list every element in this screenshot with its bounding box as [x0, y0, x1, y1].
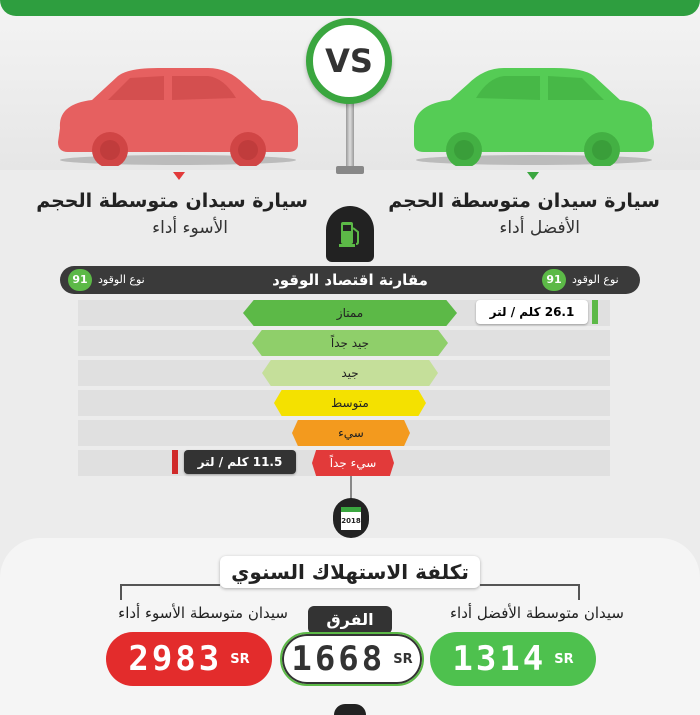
- fuel-pump-badge: [326, 206, 374, 262]
- difference-cost-display: 1668 SR: [280, 632, 424, 686]
- worst-car-subtitle: الأسوء أداء: [152, 218, 228, 238]
- octane-badge-right: 91: [542, 269, 566, 291]
- next-section-badge: [334, 704, 366, 715]
- vs-badge: VS: [306, 18, 392, 104]
- annual-cost-title: تكلفة الاستهلاك السنوي: [220, 556, 480, 588]
- fuel-economy-title: مقارنة اقتصاد الوقود: [272, 271, 428, 289]
- best-cost-value: 1314: [452, 639, 547, 679]
- rating-average: متوسط: [274, 390, 426, 416]
- best-cost-display: 1314 SR: [430, 632, 596, 686]
- worst-value-marker: [172, 450, 178, 474]
- octane-badge-left: 91: [68, 269, 92, 291]
- top-accent-band: [0, 0, 700, 16]
- best-fuel-economy-value: 26.1 كلم / لتر: [476, 300, 588, 324]
- rating-good: جيد: [262, 360, 438, 386]
- vs-sign-base: [336, 166, 364, 174]
- divider-line: [480, 584, 580, 586]
- vs-sign-pole: [346, 102, 354, 170]
- rating-very-good: جيد جداً: [252, 330, 448, 356]
- rating-poor: سيء: [292, 420, 410, 446]
- rating-very-poor: سيء جداً: [312, 450, 394, 476]
- worst-pointer-icon: [173, 172, 185, 180]
- worst-car-title: سيارة سيدان متوسطة الحجم: [36, 190, 308, 212]
- year-badge: 2018: [333, 498, 369, 538]
- difference-label: الفرق: [308, 606, 392, 634]
- rating-excellent: ممتاز: [243, 300, 457, 326]
- divider-tick: [120, 584, 122, 600]
- worst-cost-currency: SR: [230, 651, 250, 667]
- divider-tick: [578, 584, 580, 600]
- green-car-icon: [414, 68, 654, 166]
- best-cost-label: سيدان متوسطة الأفضل أداء: [449, 604, 624, 622]
- worst-cost-display: 2983 SR: [106, 632, 272, 686]
- best-cost-currency: SR: [554, 651, 574, 667]
- difference-cost-value: 1668: [291, 639, 386, 679]
- difference-cost-currency: SR: [393, 651, 413, 667]
- best-car-title: سيارة سيدان متوسطة الحجم: [388, 190, 660, 212]
- worst-cost-value: 2983: [128, 639, 223, 679]
- red-car-icon: [58, 68, 298, 166]
- fuel-pump-icon: [339, 222, 359, 247]
- connector-line: [350, 476, 352, 500]
- vs-label: VS: [325, 42, 373, 80]
- fuel-type-label-left: نوع الوقود: [98, 273, 145, 286]
- worst-fuel-economy-value: 11.5 كلم / لتر: [184, 450, 296, 474]
- worst-cost-label: سيدان متوسطة الأسوء أداء: [118, 604, 288, 622]
- best-pointer-icon: [527, 172, 539, 180]
- fuel-type-label-right: نوع الوقود: [572, 273, 619, 286]
- divider-line: [120, 584, 220, 586]
- calendar-icon: 2018: [341, 506, 361, 530]
- best-value-marker: [592, 300, 598, 324]
- best-car-subtitle: الأفضل أداء: [499, 218, 580, 238]
